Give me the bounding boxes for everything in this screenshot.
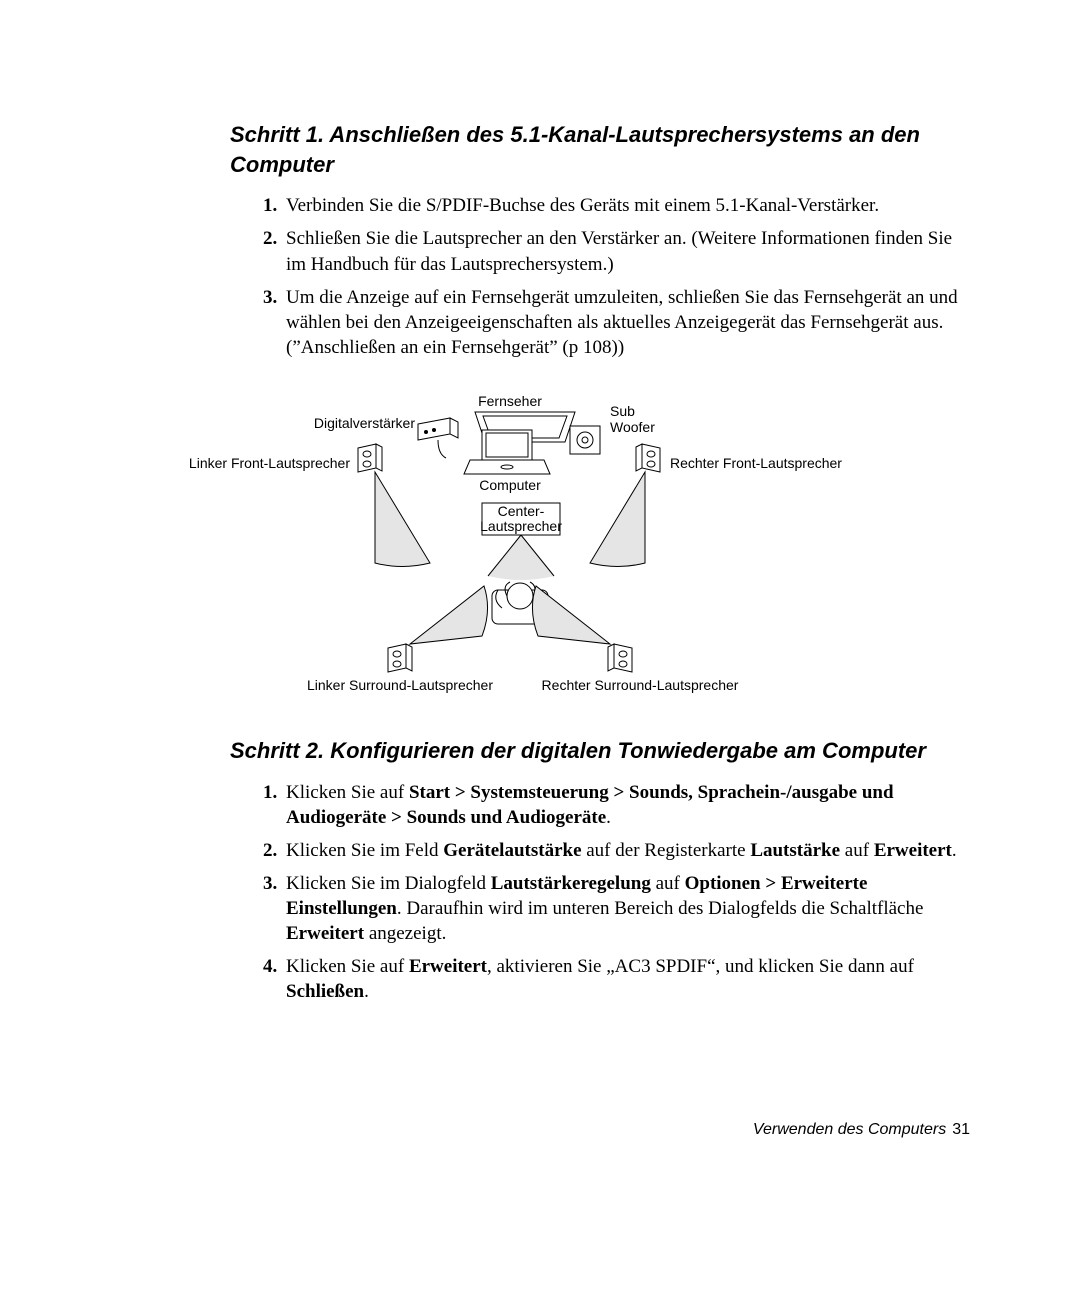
- amplifier-icon: [418, 418, 458, 440]
- text: Klicken Sie auf: [286, 782, 409, 803]
- text: auf: [651, 873, 685, 894]
- section1-title: Schritt 1. Anschließen des 5.1-Kanal-Lau…: [230, 120, 970, 179]
- text: .: [952, 840, 957, 861]
- text: Klicken Sie im Feld: [286, 840, 443, 861]
- bold-text: Erweitert: [409, 956, 487, 977]
- page: Schritt 1. Anschließen des 5.1-Kanal-Lau…: [0, 0, 1080, 1309]
- bold-text: Lautstärkeregelung: [491, 873, 651, 894]
- page-footer: Verwenden des Computers 31: [753, 1121, 970, 1139]
- section1-step-3: Um die Anzeige auf ein Fernsehgerät umzu…: [282, 285, 970, 360]
- bold-text: Lautstärke: [750, 840, 840, 861]
- text: auf: [840, 840, 874, 861]
- section1-step-2: Schließen Sie die Lautsprecher an den Ve…: [282, 226, 970, 276]
- label-front-right: Rechter Front-Lautsprecher: [670, 455, 842, 471]
- bold-text: Erweitert: [286, 923, 364, 944]
- text: auf der Registerkarte: [582, 840, 751, 861]
- step-text: Schließen Sie die Lautsprecher an den Ve…: [286, 228, 952, 274]
- surround-right-speaker-icon: [608, 644, 632, 672]
- text: angezeigt.: [364, 923, 446, 944]
- surround-left-speaker-icon: [388, 644, 412, 672]
- section1-steps: Verbinden Sie die S/PDIF-Buchse des Gerä…: [230, 193, 970, 359]
- section1-step-1: Verbinden Sie die S/PDIF-Buchse des Gerä…: [282, 193, 970, 218]
- section2-steps: Klicken Sie auf Start > Systemsteuerung …: [230, 780, 970, 1005]
- section2-step-4: Klicken Sie auf Erweitert, aktivieren Si…: [282, 954, 970, 1004]
- section2-step-1: Klicken Sie auf Start > Systemsteuerung …: [282, 780, 970, 830]
- text: , aktivieren Sie „AC3 SPDIF“, und klicke…: [487, 956, 914, 977]
- label-surround-left: Linker Surround-Lautsprecher: [307, 677, 493, 693]
- label-amp: Digitalverstärker: [314, 415, 415, 431]
- label-front-left: Linker Front-Lautsprecher: [189, 455, 350, 471]
- label-sub: Sub: [610, 403, 635, 419]
- bold-text: Schließen: [286, 981, 364, 1002]
- section2-step-2: Klicken Sie im Feld Gerätelautstärke auf…: [282, 838, 970, 863]
- label-center-2: Lautsprecher: [480, 518, 562, 534]
- page-number: 31: [952, 1121, 970, 1138]
- text: .: [364, 981, 369, 1002]
- text: .: [606, 807, 611, 828]
- text: . Daraufhin wird im unteren Bereich des …: [397, 898, 924, 919]
- bold-text: Gerätelautstärke: [443, 840, 581, 861]
- front-right-speaker-icon: [636, 444, 660, 472]
- label-tv: Fernseher: [478, 393, 542, 409]
- label-surround-right: Rechter Surround-Lautsprecher: [542, 677, 739, 693]
- section2-step-3: Klicken Sie im Dialogfeld Lautstärkerege…: [282, 871, 970, 946]
- bold-text: Erweitert: [874, 840, 952, 861]
- subwoofer-icon: [570, 426, 600, 454]
- label-computer: Computer: [479, 477, 541, 493]
- front-left-speaker-icon: [358, 444, 382, 472]
- label-woofer: Woofer: [610, 419, 655, 435]
- section2-title: Schritt 2. Konfigurieren der digitalen T…: [230, 736, 970, 766]
- text: Klicken Sie auf: [286, 956, 409, 977]
- step-text: Verbinden Sie die S/PDIF-Buchse des Gerä…: [286, 195, 879, 216]
- label-center-1: Center-: [498, 503, 545, 519]
- footer-text: Verwenden des Computers: [753, 1121, 946, 1138]
- speaker-layout-diagram: Fernseher Sub Woofer Digitalverstärker: [170, 388, 850, 708]
- step-text: Um die Anzeige auf ein Fernsehgerät umzu…: [286, 287, 958, 358]
- text: Klicken Sie im Dialogfeld: [286, 873, 491, 894]
